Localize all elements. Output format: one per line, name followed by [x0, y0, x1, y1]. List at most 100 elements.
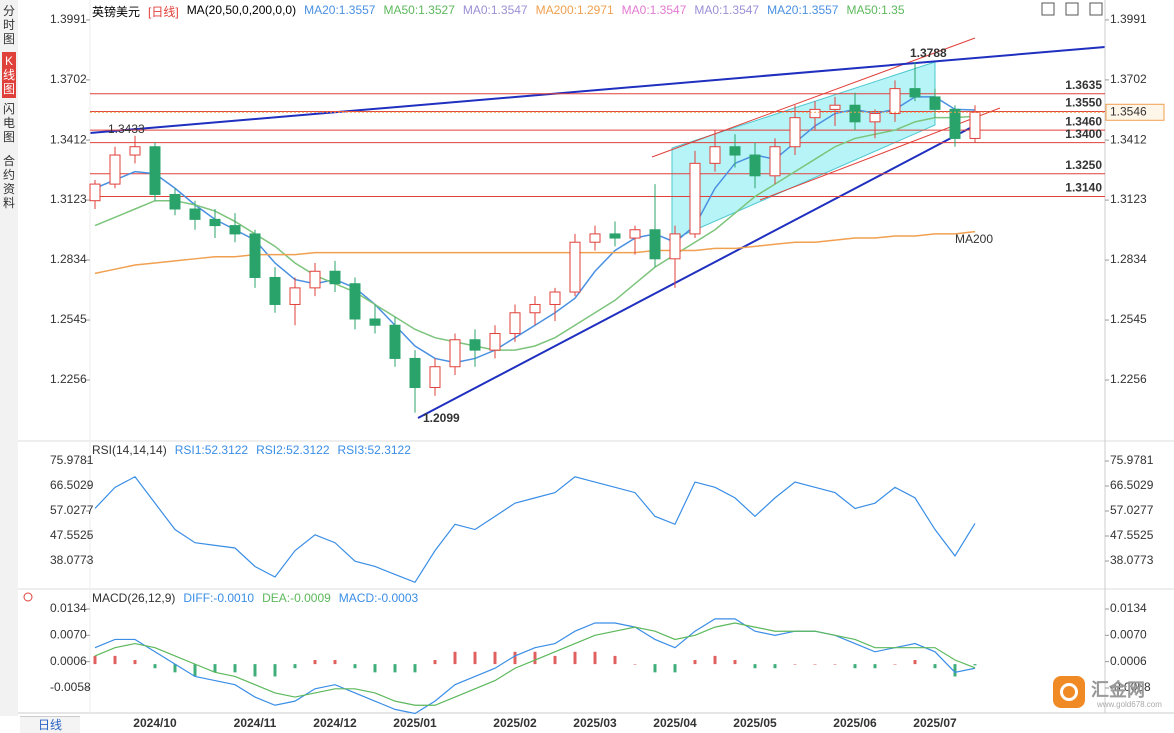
candle-body: [309, 270, 321, 289]
icon[interactable]: [1089, 2, 1103, 16]
candle-body: [209, 218, 221, 227]
legend-item: MA50:1.3527: [383, 3, 455, 17]
channel-line: [651, 37, 976, 158]
y-tick-label: 0.0006: [50, 654, 87, 668]
level-label: 1.3250: [1065, 158, 1102, 172]
candle-body: [649, 229, 661, 260]
macd-line: [94, 622, 976, 706]
legend-item: MA20:1.3557: [304, 3, 376, 17]
macd-bar: [833, 664, 837, 665]
period: [日线]: [148, 5, 179, 19]
x-tick-label: 2024/12: [313, 716, 357, 730]
rsi-line: [94, 476, 976, 584]
y-tick-label: 1.2256: [1110, 372, 1147, 386]
candle-body: [889, 88, 901, 115]
macd-bar: [953, 664, 957, 677]
macd-bar: [593, 651, 597, 665]
macd-bar: [93, 655, 97, 665]
macd-bar: [733, 660, 737, 665]
y-tick-label: 1.3702: [1110, 72, 1147, 86]
y-tick-label: 1.3123: [50, 192, 87, 206]
y-tick-label: 1.3412: [50, 132, 87, 146]
sidebar-tab[interactable]: 闪电图: [2, 102, 15, 144]
watermark-icon: [1053, 676, 1085, 708]
legend-item: RSI3:52.3122: [337, 443, 411, 457]
ma-line: [94, 230, 976, 275]
toolbar-icons[interactable]: [1041, 2, 1103, 16]
candle-body: [909, 88, 921, 98]
macd-bar: [893, 664, 897, 665]
watermark: 汇金网 www.gold678.com: [1053, 674, 1163, 714]
macd-bar: [353, 664, 357, 669]
macd-bar: [293, 664, 297, 669]
candle-body: [609, 233, 621, 239]
macd-bar: [113, 655, 117, 665]
y-tick-label: 38.0773: [1110, 553, 1154, 567]
candle-body: [529, 303, 541, 314]
y-tick-label: -0.0058: [50, 680, 91, 694]
macd-bar: [553, 655, 557, 665]
legend-item: MA0:1.3547: [621, 3, 687, 17]
price-label: 1.3546: [1110, 104, 1147, 118]
period-tab[interactable]: 日线: [20, 716, 80, 733]
watermark-url: www.gold678.com: [1097, 700, 1162, 709]
settings-icon[interactable]: [23, 592, 33, 602]
macd-bar: [413, 664, 417, 673]
macd-bar: [613, 655, 617, 665]
sidebar-tab[interactable]: 合约资料: [2, 154, 15, 210]
candle-body: [389, 324, 401, 359]
macd-bar: [173, 664, 177, 673]
candle-body: [349, 283, 361, 320]
candle-body: [929, 96, 941, 110]
trend-line: [89, 46, 1106, 134]
candle-body: [429, 366, 441, 388]
x-tick-label: 2025/06: [833, 716, 877, 730]
channel-area: [671, 61, 936, 241]
y-tick-label: 57.0277: [1110, 503, 1154, 517]
macd-bar: [253, 664, 257, 677]
candle-body: [809, 108, 821, 119]
macd-bar: [793, 664, 797, 665]
series-label: MA200: [955, 232, 993, 246]
candle-body: [849, 104, 861, 123]
y-tick-label: 1.2834: [1110, 252, 1147, 266]
candle-body: [869, 113, 881, 123]
macd-bar: [633, 664, 637, 665]
macd-bar: [513, 651, 517, 665]
ma-label: MA(20,50,0,200,0,0): [186, 3, 297, 17]
candle-body: [489, 333, 501, 351]
y-tick-label: 0.0070: [50, 628, 87, 642]
y-tick-label: 1.3991: [1110, 12, 1147, 26]
candle-body: [949, 108, 961, 139]
macd-bar: [853, 664, 857, 669]
y-tick-label: 1.3412: [1110, 132, 1147, 146]
y-tick-label: 1.2256: [50, 372, 87, 386]
x-tick-label: 2025/02: [493, 716, 537, 730]
background: [18, 0, 1174, 732]
sidebar: 分时图 K线图闪电图合约资料: [0, 0, 19, 716]
x-tick-label: 2025/01: [393, 716, 437, 730]
macd-bar: [193, 664, 197, 677]
ma-line: [94, 115, 976, 351]
icon[interactable]: [1041, 2, 1055, 16]
x-tick-label: 2025/03: [573, 716, 617, 730]
sidebar-tab[interactable]: 分时图: [2, 4, 15, 46]
macd-bar: [573, 651, 577, 665]
candle-body: [749, 154, 761, 177]
legend-item: RSI2:52.3122: [256, 443, 330, 457]
macd-bar: [873, 664, 877, 669]
icon[interactable]: [1065, 2, 1079, 16]
candle-body: [589, 233, 601, 243]
y-tick-label: 1.3702: [50, 72, 87, 86]
candle-body: [269, 276, 281, 305]
level-label: 1.3460: [1065, 114, 1102, 128]
y-tick-label: 38.0773: [50, 553, 94, 567]
price-box: [1105, 103, 1165, 121]
macd-bar: [713, 655, 717, 665]
macd-bar: [473, 651, 477, 665]
sidebar-tab[interactable]: K线图: [2, 52, 16, 98]
y-tick-label: 75.9781: [50, 453, 94, 467]
macd-bar: [693, 660, 697, 665]
